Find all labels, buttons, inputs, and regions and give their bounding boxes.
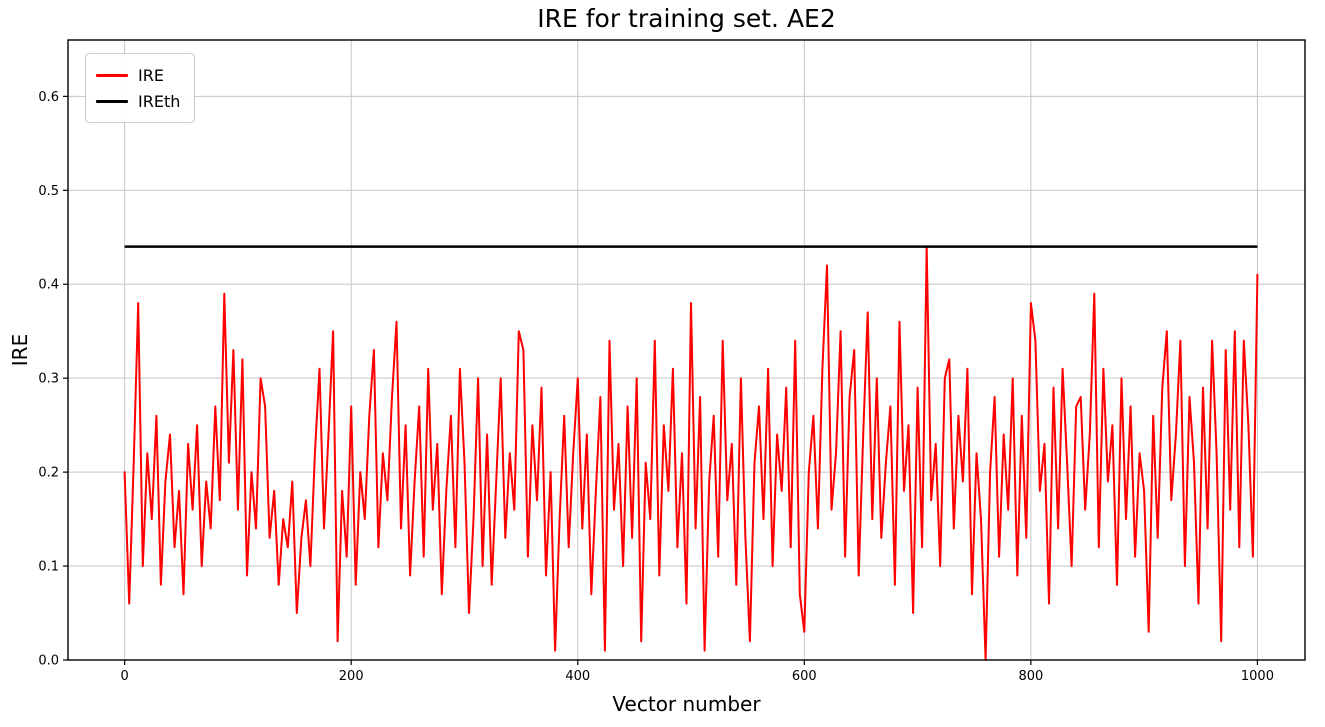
chart-title: IRE for training set. AE2	[537, 4, 836, 33]
legend-label-ire: IRE	[138, 65, 164, 85]
x-tick-label: 800	[1018, 669, 1043, 684]
y-tick-label: 0.4	[38, 278, 59, 293]
y-tick-label: 0.2	[38, 466, 59, 481]
legend-line-ireth-icon	[96, 99, 128, 103]
ire-series-line	[123, 245, 1259, 661]
legend-entry-ire: IRE	[96, 62, 180, 88]
plot-border	[67, 39, 1306, 661]
x-tick-label: 200	[339, 669, 364, 684]
x-axis-label: Vector number	[612, 692, 761, 716]
x-tick-label: 1000	[1241, 669, 1274, 684]
y-tick-label: 0.3	[38, 372, 59, 387]
legend-line-ire-icon	[96, 73, 128, 77]
y-tick-label: 0.5	[38, 184, 59, 199]
x-tick-label: 0	[120, 669, 128, 684]
legend: IRE IREth	[85, 53, 196, 123]
legend-label-ireth: IREth	[138, 91, 181, 111]
y-tick-label: 0.1	[38, 560, 59, 575]
x-tick-label: 600	[792, 669, 817, 684]
y-tick-label: 0.6	[38, 90, 59, 105]
y-tick-label: 0.0	[38, 654, 59, 669]
legend-entry-ireth: IREth	[96, 88, 180, 114]
x-tick-label: 400	[565, 669, 590, 684]
